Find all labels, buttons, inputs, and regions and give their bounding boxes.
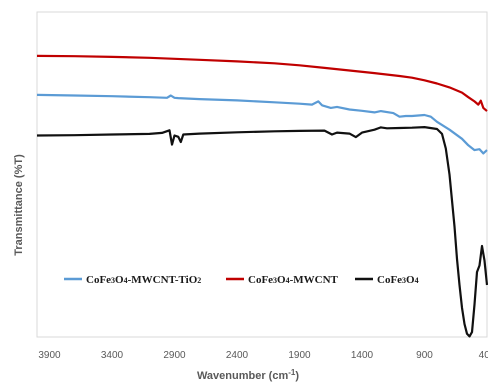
x-axis-title-main: Wavenumber (cm (197, 370, 289, 382)
legend-entry-1: CoFe3O4-MWCNT (226, 274, 339, 286)
legend-label-part: 4 (124, 276, 128, 285)
legend-label-part: 3 (111, 276, 115, 285)
x-tick-label: 400 (479, 350, 488, 361)
legend-label: CoFe3O4-MWCNT (248, 274, 339, 286)
x-tick-label: 2400 (226, 350, 249, 361)
legend-label-part: -MWCNT-TiO (128, 274, 198, 286)
legend-label: CoFe3O4 (377, 274, 419, 286)
plot-area (36, 11, 488, 338)
x-tick-label: 1900 (288, 350, 311, 361)
legend-label-part: 3 (273, 276, 277, 285)
legend-label-part: O (406, 274, 415, 286)
legend-label-part: 4 (415, 276, 419, 285)
x-axis-title-sup: -1 (288, 368, 296, 377)
legend-label: CoFe3O4-MWCNT-TiO2 (86, 274, 201, 286)
x-tick-label: 2900 (163, 350, 186, 361)
x-tick-label: 3400 (101, 350, 124, 361)
x-axis-title-end: ) (295, 370, 299, 382)
legend-label-part: O (277, 274, 286, 286)
legend-label-part: 2 (197, 276, 201, 285)
legend-label-part: O (115, 274, 124, 286)
x-tick-label: 1400 (351, 350, 374, 361)
legend-entry-0: CoFe3O4-MWCNT-TiO2 (64, 274, 201, 286)
series-line-1 (36, 54, 488, 112)
series-line-2 (36, 126, 488, 338)
x-tick-label: 900 (416, 350, 433, 361)
legend-entry-2: CoFe3O4 (355, 274, 419, 286)
x-axis-title: Wavenumber (cm-1) (197, 368, 299, 382)
y-axis-title: Transmittance (%T) (13, 154, 25, 256)
series-line-0 (36, 93, 488, 155)
legend: CoFe3O4-MWCNT-TiO2 CoFe3O4-MWCNT CoFe3O4 (64, 274, 419, 286)
x-tick-labels: 3900 3400 2900 2400 1900 1400 900 400 (38, 350, 488, 361)
legend-label-part: CoFe (377, 274, 402, 286)
x-tick-label: 3900 (38, 350, 61, 361)
legend-label-part: 3 (402, 276, 406, 285)
legend-label-part: -MWCNT (290, 274, 339, 286)
legend-label-part: CoFe (248, 274, 273, 286)
legend-label-part: CoFe (86, 274, 111, 286)
legend-label-part: 4 (286, 276, 290, 285)
series-lines (36, 54, 488, 338)
